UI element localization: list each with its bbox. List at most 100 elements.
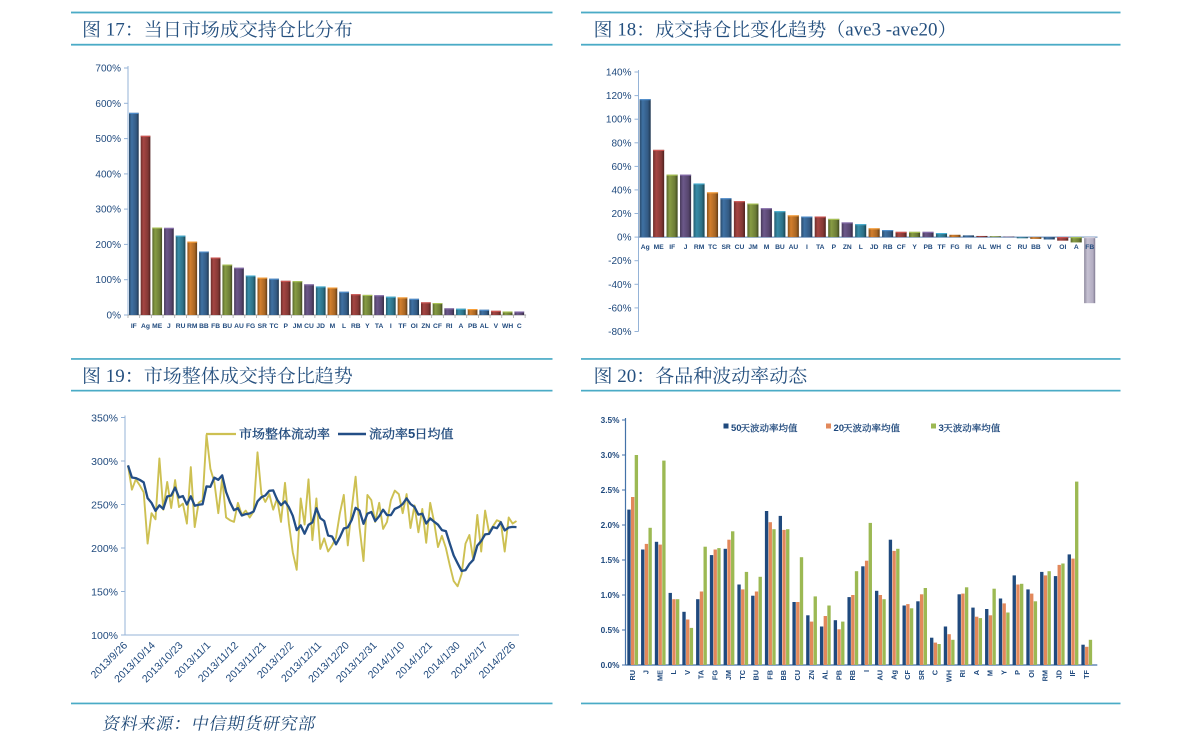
svg-text:JM: JM	[724, 670, 733, 680]
svg-text:100%: 100%	[95, 275, 121, 286]
svg-text:Ag: Ag	[641, 244, 650, 251]
svg-text:IF: IF	[1068, 669, 1077, 676]
svg-text:A: A	[972, 669, 981, 675]
svg-text:Y: Y	[912, 244, 917, 251]
svg-text:1.0%: 1.0%	[601, 590, 621, 600]
svg-text:ME: ME	[654, 244, 665, 251]
svg-text:IF: IF	[131, 323, 137, 330]
svg-text:80%: 80%	[611, 138, 631, 149]
svg-text:120%: 120%	[606, 91, 632, 102]
svg-text:2.0%: 2.0%	[601, 520, 621, 530]
svg-text:Ag: Ag	[141, 323, 150, 330]
svg-text:TA: TA	[816, 244, 825, 251]
svg-text:M: M	[764, 244, 770, 251]
svg-text:CF: CF	[897, 244, 906, 251]
svg-text:L: L	[342, 323, 346, 330]
svg-text:CU: CU	[304, 323, 314, 330]
svg-text:V: V	[683, 670, 692, 675]
svg-text:-40%: -40%	[608, 280, 631, 291]
svg-text:C: C	[931, 669, 940, 675]
svg-text:RM: RM	[694, 244, 705, 251]
svg-text:J: J	[167, 323, 171, 330]
svg-text:RU: RU	[176, 323, 186, 330]
svg-text:L: L	[859, 244, 863, 251]
svg-text:BB: BB	[1031, 244, 1041, 251]
svg-text:JD: JD	[1054, 670, 1063, 679]
svg-text:JM: JM	[293, 323, 303, 330]
svg-text:Ag: Ag	[889, 670, 898, 680]
svg-text:RB: RB	[848, 670, 857, 681]
svg-text:CU: CU	[735, 244, 745, 251]
svg-text:700%: 700%	[95, 64, 121, 75]
svg-text:60%: 60%	[611, 162, 631, 173]
svg-text:-60%: -60%	[608, 303, 631, 314]
svg-text:J: J	[642, 670, 651, 674]
svg-text:18: 18	[617, 20, 636, 41]
svg-text:200%: 200%	[95, 240, 121, 251]
svg-text:17: 17	[106, 20, 125, 41]
svg-text:PB: PB	[834, 670, 843, 680]
svg-text:TF: TF	[1082, 669, 1091, 678]
svg-text:PB: PB	[468, 323, 477, 330]
svg-text:TC: TC	[708, 244, 717, 251]
svg-text:100%: 100%	[606, 115, 632, 126]
svg-text:350%: 350%	[91, 412, 118, 424]
svg-text:TC: TC	[270, 323, 279, 330]
svg-text:40%: 40%	[611, 185, 631, 196]
svg-text:0.0%: 0.0%	[601, 660, 621, 670]
svg-text:OI: OI	[1059, 244, 1066, 251]
svg-text:RM: RM	[1041, 670, 1050, 681]
svg-text:FG: FG	[246, 323, 255, 330]
svg-text:TF: TF	[938, 244, 946, 251]
svg-text:OI: OI	[1027, 670, 1036, 678]
svg-text:C: C	[517, 323, 522, 330]
svg-text:600%: 600%	[95, 99, 121, 110]
svg-text:BU: BU	[222, 323, 232, 330]
svg-text:FB: FB	[1085, 244, 1094, 251]
svg-text:RI: RI	[446, 323, 453, 330]
svg-text:A: A	[458, 323, 463, 330]
svg-text:P: P	[283, 323, 288, 330]
svg-text:50: 50	[731, 423, 742, 434]
svg-text:FB: FB	[766, 670, 775, 680]
svg-text:RM: RM	[187, 323, 198, 330]
svg-text:20: 20	[617, 366, 636, 387]
svg-text:J: J	[684, 244, 688, 251]
svg-text:SR: SR	[721, 244, 730, 251]
svg-text:RU: RU	[628, 670, 637, 681]
svg-text:I: I	[390, 323, 392, 330]
svg-text:SR: SR	[917, 669, 926, 680]
svg-text:2.5%: 2.5%	[601, 485, 621, 495]
svg-text:RI: RI	[965, 244, 972, 251]
svg-text:BU: BU	[752, 670, 761, 681]
svg-text:AU: AU	[234, 323, 244, 330]
svg-text:I: I	[862, 670, 871, 672]
svg-text:ME: ME	[655, 670, 664, 681]
svg-text:BU: BU	[775, 244, 785, 251]
svg-text:BB: BB	[779, 670, 788, 681]
svg-text:Y: Y	[999, 670, 1008, 675]
svg-text:M: M	[986, 670, 995, 676]
svg-text:AU: AU	[789, 244, 799, 251]
svg-text:140%: 140%	[606, 68, 632, 79]
svg-text:CF: CF	[433, 323, 442, 330]
svg-text:ZN: ZN	[807, 670, 816, 680]
svg-text:200%: 200%	[91, 543, 118, 555]
svg-text:AU: AU	[876, 670, 885, 681]
svg-text:JD: JD	[316, 323, 325, 330]
svg-text:ME: ME	[152, 323, 163, 330]
svg-text:V: V	[494, 323, 499, 330]
svg-text:JD: JD	[870, 244, 879, 251]
svg-text:P: P	[1013, 670, 1022, 675]
svg-text:-20%: -20%	[608, 256, 631, 267]
svg-text:150%: 150%	[91, 586, 118, 598]
svg-text:TA: TA	[697, 669, 706, 679]
svg-text:20%: 20%	[611, 209, 631, 220]
svg-text:SR: SR	[258, 323, 267, 330]
svg-text:RB: RB	[883, 244, 893, 251]
svg-text:20: 20	[834, 423, 845, 434]
svg-text:5: 5	[408, 426, 415, 441]
svg-text:TA: TA	[375, 323, 384, 330]
svg-text:ZN: ZN	[843, 244, 852, 251]
svg-text:-80%: -80%	[608, 327, 631, 338]
